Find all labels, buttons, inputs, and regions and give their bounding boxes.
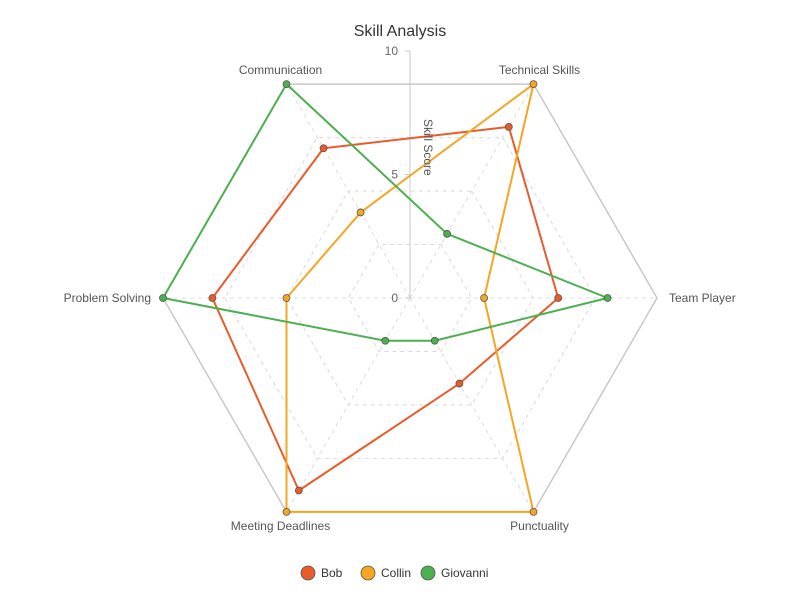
series-layer	[159, 80, 612, 516]
series-point-bob	[319, 144, 328, 153]
grid-layer	[162, 50, 658, 513]
series-point-collin	[529, 80, 538, 88]
category-label: Communication	[239, 63, 322, 77]
radial-tick-label: 10	[385, 44, 399, 58]
radial-tick-label: 0	[391, 291, 398, 305]
category-label: Punctuality	[510, 519, 569, 533]
series-point-collin	[356, 208, 365, 217]
axis-spoke-1	[409, 83, 534, 299]
category-label: Technical Skills	[499, 63, 580, 77]
series-point-collin	[282, 508, 291, 516]
legend-label-collin: Collin	[381, 566, 411, 580]
category-label: Team Player	[669, 291, 736, 305]
series-point-giovanni	[159, 294, 167, 302]
legend-label-bob: Bob	[321, 566, 343, 580]
legend-swatch-giovanni	[420, 565, 436, 581]
series-point-collin	[282, 294, 291, 302]
radial-tick-label: 5	[391, 168, 398, 182]
series-point-giovanni	[381, 336, 390, 345]
series-point-giovanni	[282, 80, 291, 88]
category-label: Problem Solving	[64, 291, 151, 305]
series-point-bob	[455, 379, 464, 388]
series-point-collin	[480, 294, 489, 302]
series-point-collin	[529, 508, 538, 516]
series-point-bob	[294, 486, 303, 495]
grid-ring-1	[347, 244, 473, 352]
series-line-giovanni	[162, 83, 609, 342]
category-label: Meeting Deadlines	[231, 519, 330, 533]
axis-spoke-4	[286, 297, 411, 513]
series-point-bob	[554, 294, 563, 302]
series-point-bob	[208, 294, 217, 302]
legend-swatch-collin	[360, 565, 376, 581]
series-point-bob	[504, 122, 513, 131]
chart-title: Skill Analysis	[354, 23, 446, 40]
series-line-bob	[211, 125, 560, 492]
legend: Bob Collin Giovanni	[300, 565, 488, 581]
series-point-giovanni	[603, 294, 612, 302]
legend-swatch-bob	[300, 565, 316, 581]
label-layer: 0 5 10 Skill Score Technical Skills Team Play…	[64, 44, 736, 533]
axis-spoke-6	[286, 83, 411, 299]
legend-label-giovanni: Giovanni	[441, 566, 488, 580]
radial-axis-title: Skill Score	[421, 119, 435, 176]
series-point-giovanni	[443, 229, 451, 238]
axis-spoke-3	[409, 297, 534, 513]
series-point-giovanni	[430, 336, 439, 345]
